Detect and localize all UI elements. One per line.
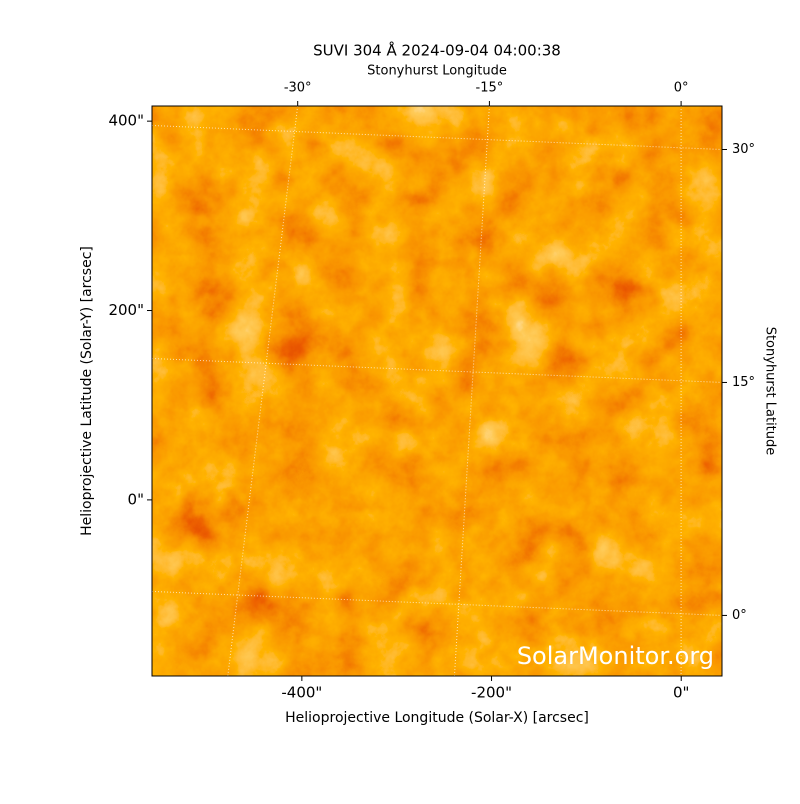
y-tick-label: 200" [108,301,144,319]
x-tick-label: -200" [471,684,512,702]
solar-image [152,106,722,676]
watermark: SolarMonitor.org [517,642,714,670]
chart-title: SUVI 304 Å 2024-09-04 04:00:38 [313,41,561,60]
y-tick-label: 0" [128,490,144,508]
y-tick-label: 400" [108,112,144,130]
y2-axis-label: Stonyhurst Latitude [763,327,778,456]
plot-frame [151,105,723,677]
grid-line [152,590,722,616]
y2-tick-label: 15° [732,375,755,390]
x2-tick-label: -15° [476,81,504,96]
x-tick-label: 0" [673,684,689,702]
x-tick-label: -400" [281,684,322,702]
x-axis-label: Helioprojective Longitude (Solar-X) [arc… [285,710,589,726]
x2-axis-label: Stonyhurst Longitude [367,64,507,79]
grid-line [152,357,722,383]
x2-tick-label: -30° [284,81,312,96]
x2-tick-label: 0° [674,81,689,96]
grid-line [453,106,490,676]
grid [152,106,722,676]
y2-tick-label: 30° [732,142,755,157]
grid-line [152,124,722,150]
y-axis-label: Helioprojective Latitude (Solar-Y) [arcs… [79,246,95,536]
y2-tick-label: 0° [732,608,747,623]
